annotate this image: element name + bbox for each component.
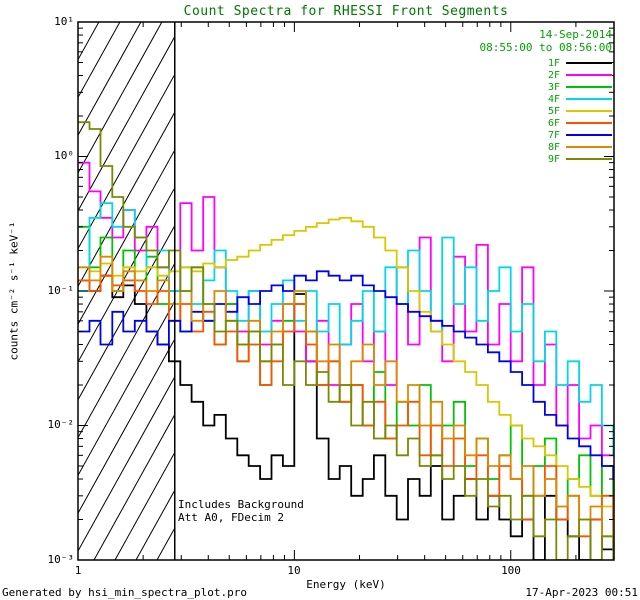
x-axis-tick-label: 10 (287, 564, 301, 577)
legend-swatch (566, 62, 612, 64)
legend-item: 5F (548, 105, 612, 117)
legend-label: 5F (547, 105, 560, 117)
y-axis-label: counts cm⁻² s⁻¹ keV⁻¹ (7, 221, 21, 361)
spectra-series-group (78, 121, 614, 560)
legend-item: 8F (548, 141, 612, 153)
x-axis-tick-label: 100 (501, 564, 521, 577)
generator-note: Generated by hsi_min_spectra_plot.pro (2, 586, 248, 599)
legend-swatch (566, 158, 612, 160)
legend-swatch (566, 74, 612, 76)
series-9F-line (78, 121, 614, 560)
x-axis-label: Energy (keV) (306, 578, 386, 591)
legend-item: 4F (548, 93, 612, 105)
legend-swatch (566, 122, 612, 124)
legend-label: 6F (547, 117, 560, 129)
y-axis-tick-label: 10⁻² (47, 418, 75, 431)
legend-item: 2F (548, 69, 612, 81)
series-5F-line (78, 216, 614, 521)
legend-item: 9F (548, 153, 612, 165)
legend-label: 1F (547, 57, 560, 69)
legend-label: 4F (547, 93, 560, 105)
generated-timestamp: 17-Apr-2023 00:51 (525, 586, 638, 599)
legend-swatch (566, 146, 612, 148)
observation-date: 14-Sep-2014 (539, 28, 612, 41)
observation-time-range: 08:55:00 to 08:56:00 (479, 41, 612, 54)
y-axis-tick-label: 10⁻¹ (47, 284, 75, 297)
legend-item: 3F (548, 81, 612, 93)
x-axis-tick-label: 1 (74, 564, 82, 577)
legend-swatch (566, 110, 612, 112)
y-axis-tick-label: 10⁻³ (47, 553, 75, 566)
legend: 1F 2F 3F 4F 5F 6F 7F 8F (548, 57, 612, 165)
y-axis-tick-label: 10⁰ (54, 149, 74, 162)
legend-label: 9F (547, 153, 560, 165)
y-axis-tick-label: 10¹ (54, 15, 74, 28)
series-7F-line (78, 270, 614, 480)
background-note: Includes Background (178, 498, 304, 511)
series-8F-line (78, 255, 614, 538)
observation-datetime: 14-Sep-2014 08:55:00 to 08:56:00 (480, 28, 612, 54)
legend-label: 7F (547, 129, 560, 141)
legend-item: 7F (548, 129, 612, 141)
attenuator-note: Att A0, FDecim 2 (178, 511, 284, 524)
legend-item: 6F (548, 117, 612, 129)
chart-title: Count Spectra for RHESSI Front Segments (183, 4, 509, 19)
legend-swatch (566, 86, 612, 88)
legend-label: 3F (547, 81, 560, 93)
plot-annotations: Includes Background Att A0, FDecim 2 (178, 498, 304, 524)
legend-label: 8F (547, 141, 560, 153)
legend-label: 2F (547, 69, 560, 81)
legend-swatch (566, 98, 612, 100)
legend-swatch (566, 134, 612, 136)
legend-item: 1F (548, 57, 612, 69)
